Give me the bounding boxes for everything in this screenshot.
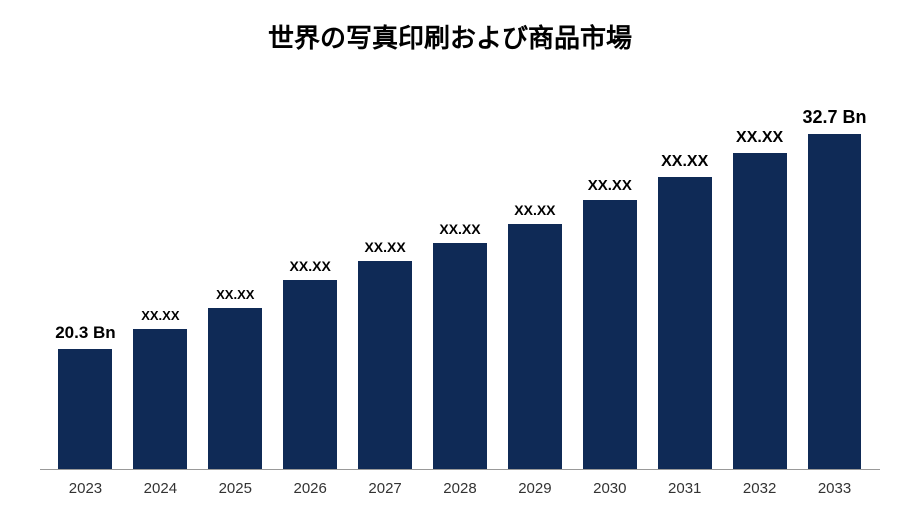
bar bbox=[433, 243, 487, 469]
x-tick-label: 2024 bbox=[123, 480, 198, 497]
bar bbox=[208, 308, 262, 469]
bar bbox=[58, 349, 112, 469]
bar-value-label: XX.XX bbox=[588, 177, 632, 194]
x-tick-label: 2033 bbox=[797, 480, 872, 497]
bar-value-label: XX.XX bbox=[364, 239, 405, 255]
x-axis: 2023202420252026202720282029203020312032… bbox=[40, 480, 880, 497]
bar-wrap: XX.XX bbox=[423, 95, 498, 469]
x-tick-label: 2030 bbox=[572, 480, 647, 497]
bar-wrap: XX.XX bbox=[123, 95, 198, 469]
bar bbox=[733, 153, 787, 469]
bar-value-label: XX.XX bbox=[216, 287, 254, 302]
bar-wrap: XX.XX bbox=[647, 95, 722, 469]
bar-value-label: XX.XX bbox=[514, 202, 555, 218]
chart-title: 世界の写真印刷および商品市場 bbox=[0, 0, 900, 55]
bar-value-label: XX.XX bbox=[141, 308, 179, 323]
bar-wrap: XX.XX bbox=[198, 95, 273, 469]
x-tick-label: 2027 bbox=[348, 480, 423, 497]
bar-wrap: 32.7 Bn bbox=[797, 95, 872, 469]
chart-plot-area: 20.3 Bn XX.XX XX.XX XX.XX XX.XX XX.XX XX.XX XX.… bbox=[40, 95, 880, 470]
x-tick-label: 2023 bbox=[48, 480, 123, 497]
bar-value-label: XX.XX bbox=[661, 153, 708, 171]
x-tick-label: 2028 bbox=[423, 480, 498, 497]
bar-group: 20.3 Bn XX.XX XX.XX XX.XX XX.XX XX.XX XX.XX XX.… bbox=[40, 95, 880, 470]
x-tick-label: 2031 bbox=[647, 480, 722, 497]
bar-wrap: XX.XX bbox=[572, 95, 647, 469]
bar bbox=[508, 224, 562, 469]
x-tick-label: 2032 bbox=[722, 480, 797, 497]
bar-value-label: 32.7 Bn bbox=[803, 107, 867, 128]
bar-wrap: XX.XX bbox=[348, 95, 423, 469]
bar-wrap: XX.XX bbox=[722, 95, 797, 469]
bar bbox=[283, 280, 337, 469]
bar-value-label: XX.XX bbox=[290, 258, 331, 274]
bar bbox=[358, 261, 412, 469]
x-tick-label: 2026 bbox=[273, 480, 348, 497]
bar bbox=[133, 329, 187, 469]
bar bbox=[583, 200, 637, 469]
bar bbox=[658, 177, 712, 469]
bar-wrap: XX.XX bbox=[273, 95, 348, 469]
bar-value-label: 20.3 Bn bbox=[55, 323, 115, 343]
bar-wrap: 20.3 Bn bbox=[48, 95, 123, 469]
bar bbox=[808, 134, 862, 469]
bar-value-label: XX.XX bbox=[439, 221, 480, 237]
x-tick-label: 2025 bbox=[198, 480, 273, 497]
x-tick-label: 2029 bbox=[497, 480, 572, 497]
bar-wrap: XX.XX bbox=[497, 95, 572, 469]
bar-value-label: XX.XX bbox=[736, 129, 783, 147]
